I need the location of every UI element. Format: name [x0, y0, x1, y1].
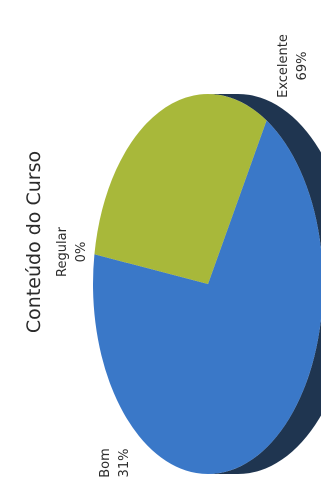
pie-slice-excelente	[93, 120, 321, 474]
data-label-excelente: 69%	[295, 52, 310, 81]
data-label-regular: 0%	[74, 242, 89, 263]
legend-label-excelente-name: Excelente	[276, 34, 291, 98]
legend-label-regular-name: Regular	[55, 226, 70, 277]
pie-slice-bom	[94, 94, 267, 284]
legend-label-bom-name: Bom	[98, 448, 113, 478]
data-label-bom: 31%	[117, 449, 132, 478]
pie-depth-side	[208, 94, 321, 474]
pie-body	[93, 94, 321, 474]
chart-title: Conteúdo do Curso	[23, 151, 45, 333]
